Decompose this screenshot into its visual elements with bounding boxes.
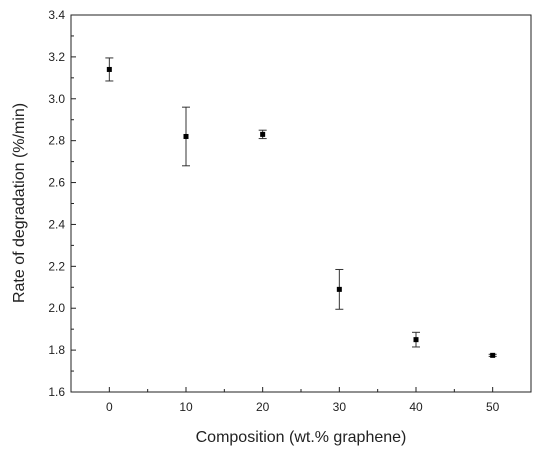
y-tick-label: 2.2 <box>48 259 65 273</box>
y-tick-label: 3.0 <box>48 92 65 106</box>
data-points <box>105 57 497 358</box>
x-tick-label: 40 <box>409 400 423 414</box>
x-tick-labels: 0 10 20 30 40 50 <box>106 400 500 414</box>
y-tick-label: 2.6 <box>48 176 65 190</box>
data-point <box>413 337 419 343</box>
x-tick-label: 10 <box>179 400 193 414</box>
x-axis-label: Composition (wt.% graphene) <box>196 429 407 446</box>
y-tick-label: 1.6 <box>48 385 65 399</box>
data-point <box>336 286 342 292</box>
y-axis-label: Rate of degradation (%/min) <box>11 103 28 303</box>
y-tick-label: 2.0 <box>48 301 65 315</box>
data-point <box>183 133 189 139</box>
y-tick-label: 2.4 <box>48 217 65 231</box>
data-point <box>106 66 112 72</box>
y-tick-labels: 1.6 1.8 2.0 2.2 2.4 2.6 2.8 3.0 3.2 3.4 <box>48 8 65 399</box>
x-tick-label: 0 <box>106 400 113 414</box>
axis-ticks <box>70 14 532 393</box>
y-tick-label: 1.8 <box>48 343 65 357</box>
y-tick-label: 3.2 <box>48 50 65 64</box>
data-point <box>490 352 496 358</box>
x-tick-label: 50 <box>486 400 500 414</box>
x-tick-label: 30 <box>333 400 347 414</box>
y-tick-label: 2.8 <box>48 134 65 148</box>
data-point <box>260 131 266 137</box>
y-tick-label: 3.4 <box>48 8 65 22</box>
plot-frame <box>70 14 532 393</box>
x-tick-label: 20 <box>256 400 270 414</box>
